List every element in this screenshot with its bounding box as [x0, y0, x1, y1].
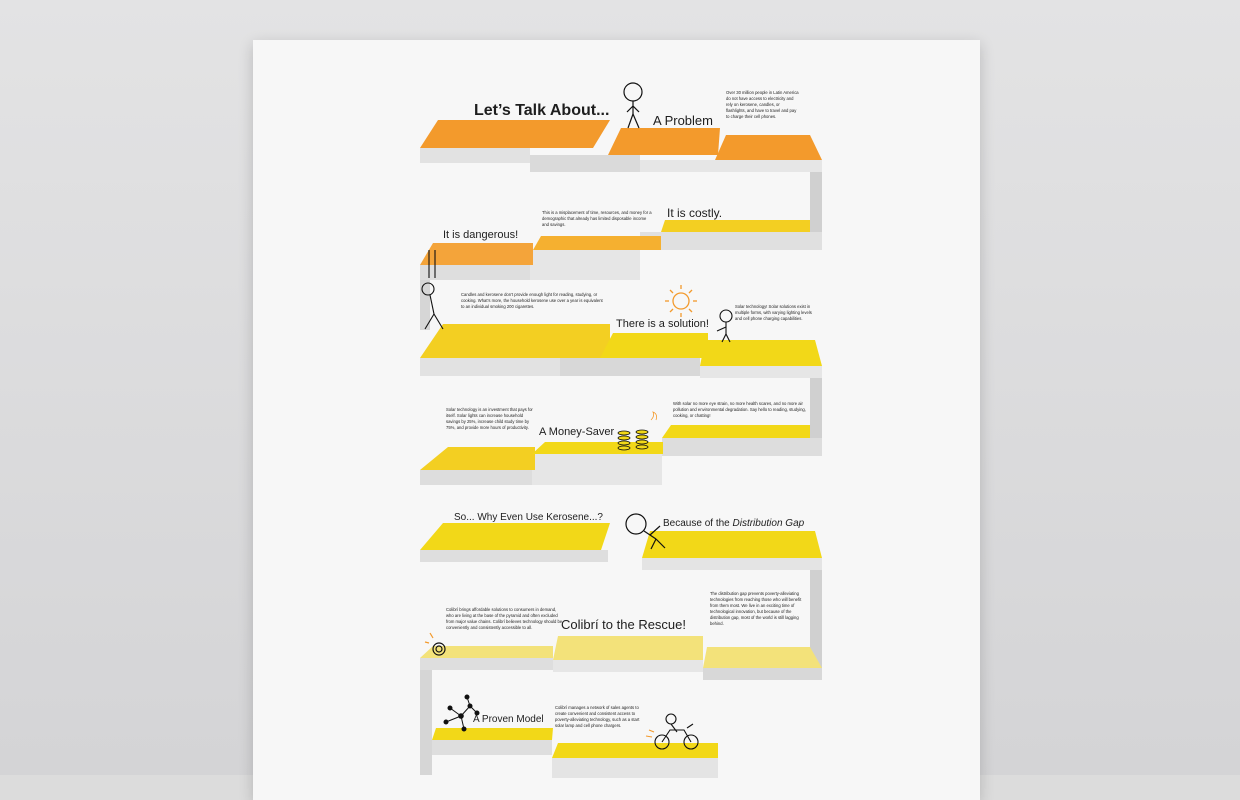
heading-distribution-prefix: Because of the — [663, 518, 733, 529]
heading-distribution: Because of the Distribution Gap — [663, 518, 804, 529]
paragraph-proven: Colibrí manages a network of sales agent… — [555, 705, 640, 728]
paragraph-money-saver: Solar technology is an investment that p… — [446, 407, 533, 430]
paragraph-distribution: The distribution gap prevents poverty-al… — [710, 591, 802, 626]
paragraph-problem: Over 30 million people in Latin America … — [726, 90, 799, 119]
coin-stacks-icon — [617, 411, 657, 451]
heading-proven: A Proven Model — [473, 714, 544, 725]
heading-distribution-italic: Distribution Gap — [732, 518, 805, 529]
paragraph-rescue: Colibrí brings affordable solutions to c… — [446, 607, 563, 630]
small-figure-icon — [716, 309, 733, 343]
lasso-icon — [424, 632, 446, 656]
sun-icon — [665, 285, 697, 317]
heading-problem: A Problem — [653, 113, 713, 128]
heading-dangerous: It is dangerous! — [443, 229, 519, 241]
staircase-graphic — [420, 82, 822, 778]
colored-step-tops — [420, 120, 822, 758]
paragraph-dangerous: Candles and kerosene don’t provide enoug… — [461, 292, 603, 309]
paragraph-costly: This is a misplacement of time, resource… — [542, 210, 652, 227]
motorbike-icon — [645, 713, 699, 750]
gray-step-structure — [420, 148, 822, 778]
heading-solution: There is a solution! — [616, 318, 709, 330]
leaning-figure-icon — [625, 513, 666, 550]
heading-money-saver: A Money-Saver — [539, 426, 615, 438]
paragraph-health: With solar no more eye strain, no more h… — [673, 401, 806, 418]
infographic-poster: Let’s Talk About... A Problem It is cost… — [253, 40, 980, 800]
hanging-figure-icon — [421, 250, 444, 330]
heading-costly: It is costly. — [667, 206, 723, 220]
paragraph-solution: Solar technology! Solar solutions exist … — [735, 304, 812, 321]
network-icon — [443, 694, 480, 732]
stick-figure-icon — [623, 82, 643, 129]
heading-kerosene: So... Why Even Use Kerosene...? — [454, 512, 603, 523]
poster-title-text: Let’s Talk About... — [474, 102, 610, 119]
heading-rescue: Colibrí to the Rescue! — [561, 617, 687, 632]
